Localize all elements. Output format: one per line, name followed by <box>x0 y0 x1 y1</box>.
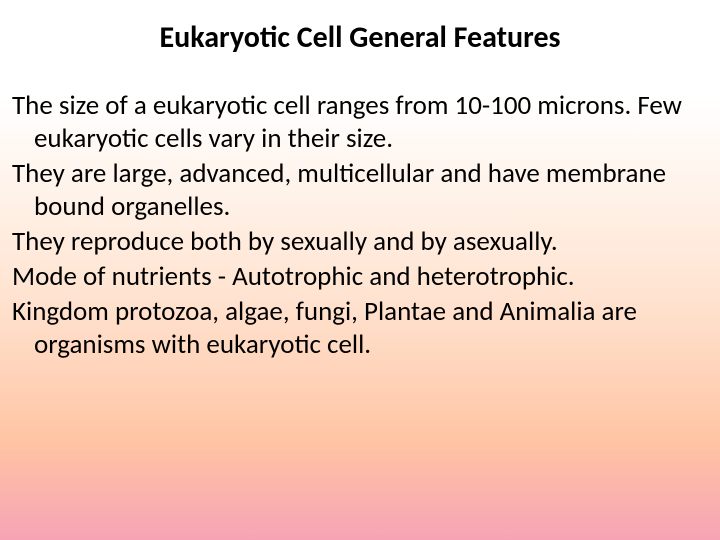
body-paragraph: The size of a eukaryotic cell ranges fro… <box>12 90 708 156</box>
body-paragraph: Mode of nutrients - Autotrophic and hete… <box>12 261 708 294</box>
body-paragraph: Kingdom protozoa, algae, fungi, Plantae … <box>12 296 708 362</box>
slide-title: Eukaryotic Cell General Features <box>12 20 708 56</box>
slide: Eukaryotic Cell General Features The siz… <box>0 0 720 540</box>
body-paragraph: They reproduce both by sexually and by a… <box>12 226 708 259</box>
slide-body: The size of a eukaryotic cell ranges fro… <box>12 90 708 362</box>
body-paragraph: They are large, advanced, multicellular … <box>12 158 708 224</box>
